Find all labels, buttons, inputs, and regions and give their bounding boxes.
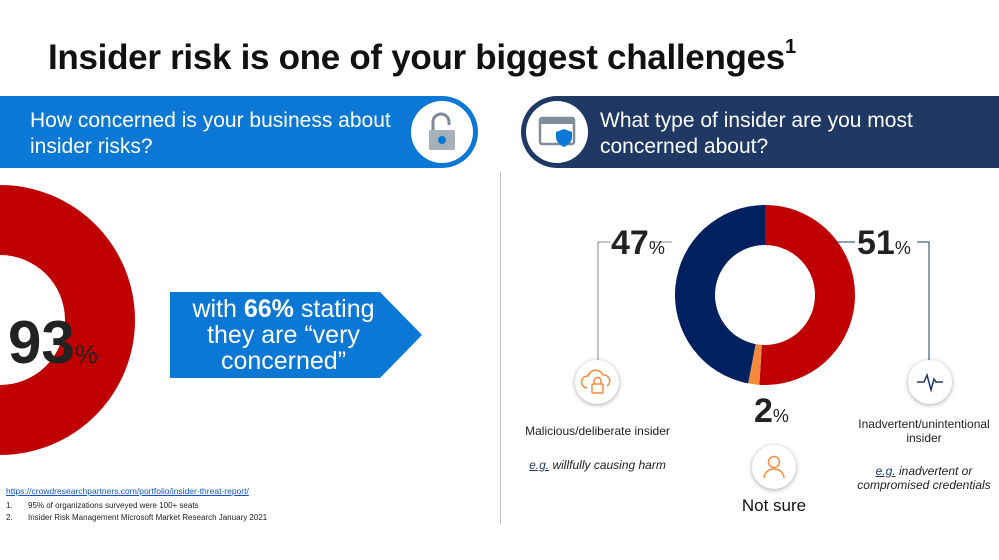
left-icon-circle: [411, 101, 473, 163]
footnote-2: 2. Insider Risk Management Microsoft Mark…: [6, 513, 268, 522]
concern-stat-value: 93: [8, 309, 75, 376]
inadvertent-example: e.g. inadvertent or compromised credenti…: [857, 464, 991, 492]
person-icon: [763, 455, 785, 479]
right-question: What type of insider are you most concer…: [600, 109, 913, 158]
insider-type-donut: [675, 205, 856, 385]
pulse-icon: [917, 372, 943, 393]
concern-donut-arc: [0, 185, 135, 455]
concern-stat: 93%: [8, 308, 98, 377]
inadvertent-stat: 51%: [857, 224, 911, 262]
not-sure-label: Not sure: [741, 496, 807, 515]
page-title: Insider risk is one of your biggest chal…: [48, 36, 796, 77]
padlock-icon: [429, 112, 455, 150]
right-question-banner: What type of insider are you most concer…: [521, 96, 999, 168]
shield-window-icon: [538, 116, 576, 147]
not-sure-icon-circle: [752, 445, 796, 489]
malicious-icon-circle: [575, 360, 619, 404]
malicious-stat: 47%: [611, 224, 665, 262]
donut-segment-malicious: [675, 205, 765, 384]
very-concerned-arrow: [170, 292, 422, 378]
source-link[interactable]: https://crowdresearchpartners.com/portfo…: [6, 486, 249, 496]
right-icon-circle: [526, 101, 588, 163]
concern-donut: [0, 185, 135, 455]
inadvertent-icon-circle: [908, 360, 952, 404]
very-concerned-text: with 66% stating they are “very concerne…: [192, 295, 375, 375]
not-sure-stat: 2%: [754, 392, 789, 430]
malicious-label: Malicious/deliberate insider: [525, 424, 670, 438]
donut-segment-inadvertent: [759, 205, 856, 385]
malicious-example: e.g. willfully causing harm: [529, 458, 666, 472]
left-question: How concerned is your business about ins…: [30, 109, 391, 158]
footnote-1: 1. 95% of organizations surveyed were 100…: [6, 501, 199, 510]
donut-segment-not-sure: [748, 344, 762, 385]
panel-divider: [500, 172, 501, 524]
footnote-ref: 1: [784, 36, 796, 58]
inadvertent-label: Inadvertent/unintentional insider: [858, 417, 990, 445]
left-question-banner: How concerned is your business about ins…: [0, 96, 478, 168]
inadvertent-leader-line: [835, 241, 930, 362]
malicious-leader-line: [597, 241, 672, 362]
cloud-lock-icon: [580, 369, 611, 394]
concern-stat-unit: %: [74, 339, 98, 369]
very-concerned-pct: 66%: [243, 295, 294, 323]
